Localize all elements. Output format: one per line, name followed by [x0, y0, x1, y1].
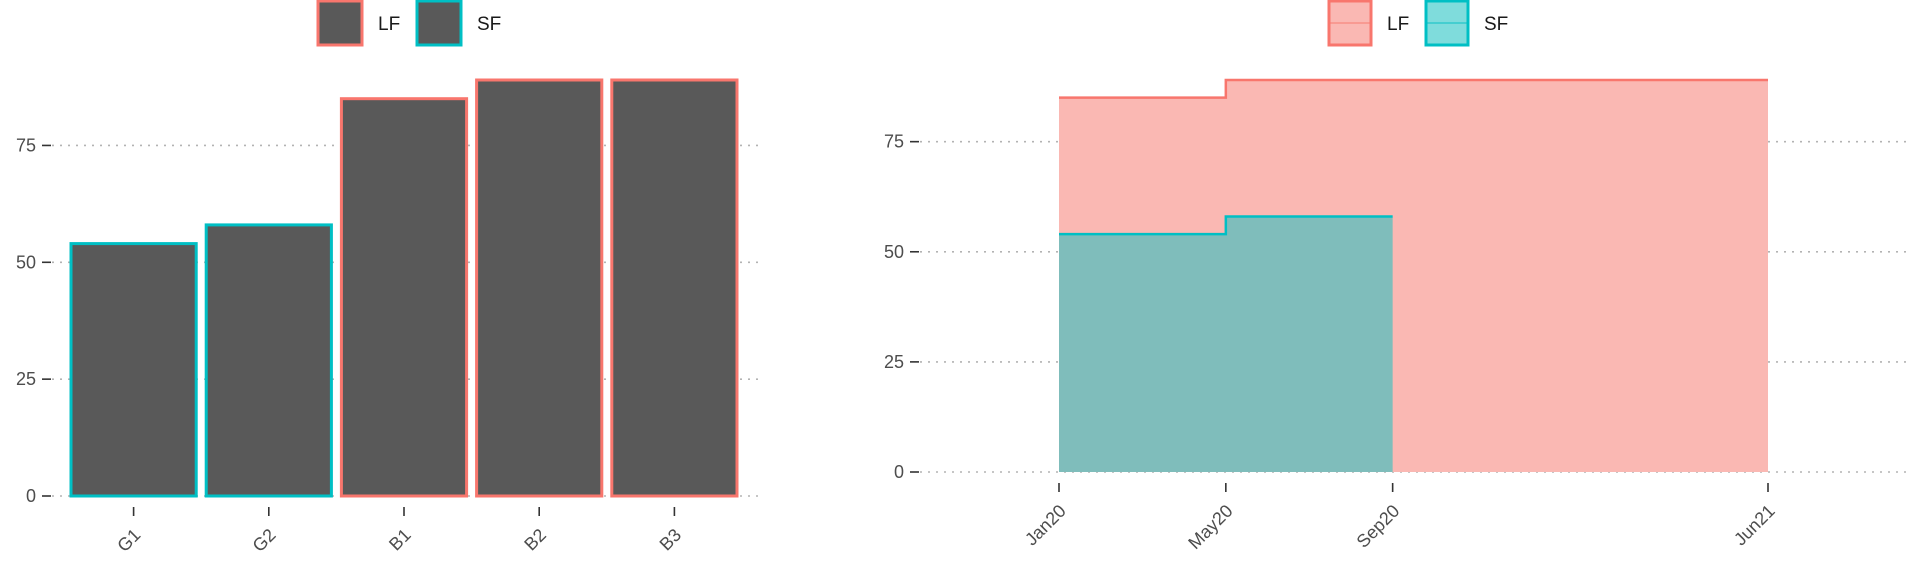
y-tick-label: 0 [894, 462, 904, 482]
legend-key-sf [415, 0, 463, 47]
bar-chart-panel: LF SF 0 25 50 75 G1 G2 B1 B2 B3 [16, 0, 758, 556]
y-tick-label: 75 [884, 132, 904, 152]
y-tick-label: 25 [884, 352, 904, 372]
x-tick-label: Jan20 [1021, 501, 1070, 550]
area-chart-panel: LF SF 0 25 50 75 Jan20 May20 Sep20 Jun21 [884, 0, 1906, 553]
area-chart-legend: LF SF [1327, 0, 1508, 47]
bar-b1 [339, 97, 469, 498]
y-tick-label: 0 [26, 486, 36, 506]
y-tick-label: 50 [884, 242, 904, 262]
y-tick-label: 50 [16, 252, 36, 272]
x-tick-label: Sep20 [1353, 501, 1404, 552]
legend-label-sf: SF [477, 14, 501, 35]
bar-chart-bars [69, 78, 739, 498]
bar-g2 [204, 223, 333, 498]
y-tick-label: 25 [16, 369, 36, 389]
y-tick-label: 75 [16, 135, 36, 155]
area-chart-series [1059, 78, 1768, 472]
x-tick-label: B3 [656, 525, 686, 555]
line-lf [1059, 78, 1768, 99]
legend-label-sf: SF [1484, 14, 1508, 35]
x-tick-label: Jun21 [1730, 501, 1779, 550]
bar-b3 [610, 78, 739, 498]
x-tick-label: G2 [249, 525, 280, 556]
area-chart-x-axis: Jan20 May20 Sep20 Jun21 [1021, 483, 1779, 553]
bar-chart-legend: LF SF [316, 0, 501, 47]
line-sf [1059, 215, 1393, 236]
bar-chart-x-axis: G1 G2 B1 B2 B3 [113, 507, 685, 556]
x-tick-label: May20 [1184, 501, 1236, 553]
x-tick-label: B1 [385, 525, 415, 555]
legend-label-lf: LF [378, 14, 400, 35]
area-sf [1059, 216, 1393, 472]
legend-label-lf: LF [1387, 14, 1409, 35]
x-tick-label: G1 [113, 525, 144, 556]
legend-key-lf [316, 0, 364, 47]
bar-g1 [69, 242, 198, 498]
area-chart-y-axis: 0 25 50 75 [884, 132, 919, 482]
bar-b2 [475, 78, 604, 498]
x-tick-label: B2 [520, 525, 550, 555]
bar-chart-y-axis: 0 25 50 75 [16, 135, 51, 506]
